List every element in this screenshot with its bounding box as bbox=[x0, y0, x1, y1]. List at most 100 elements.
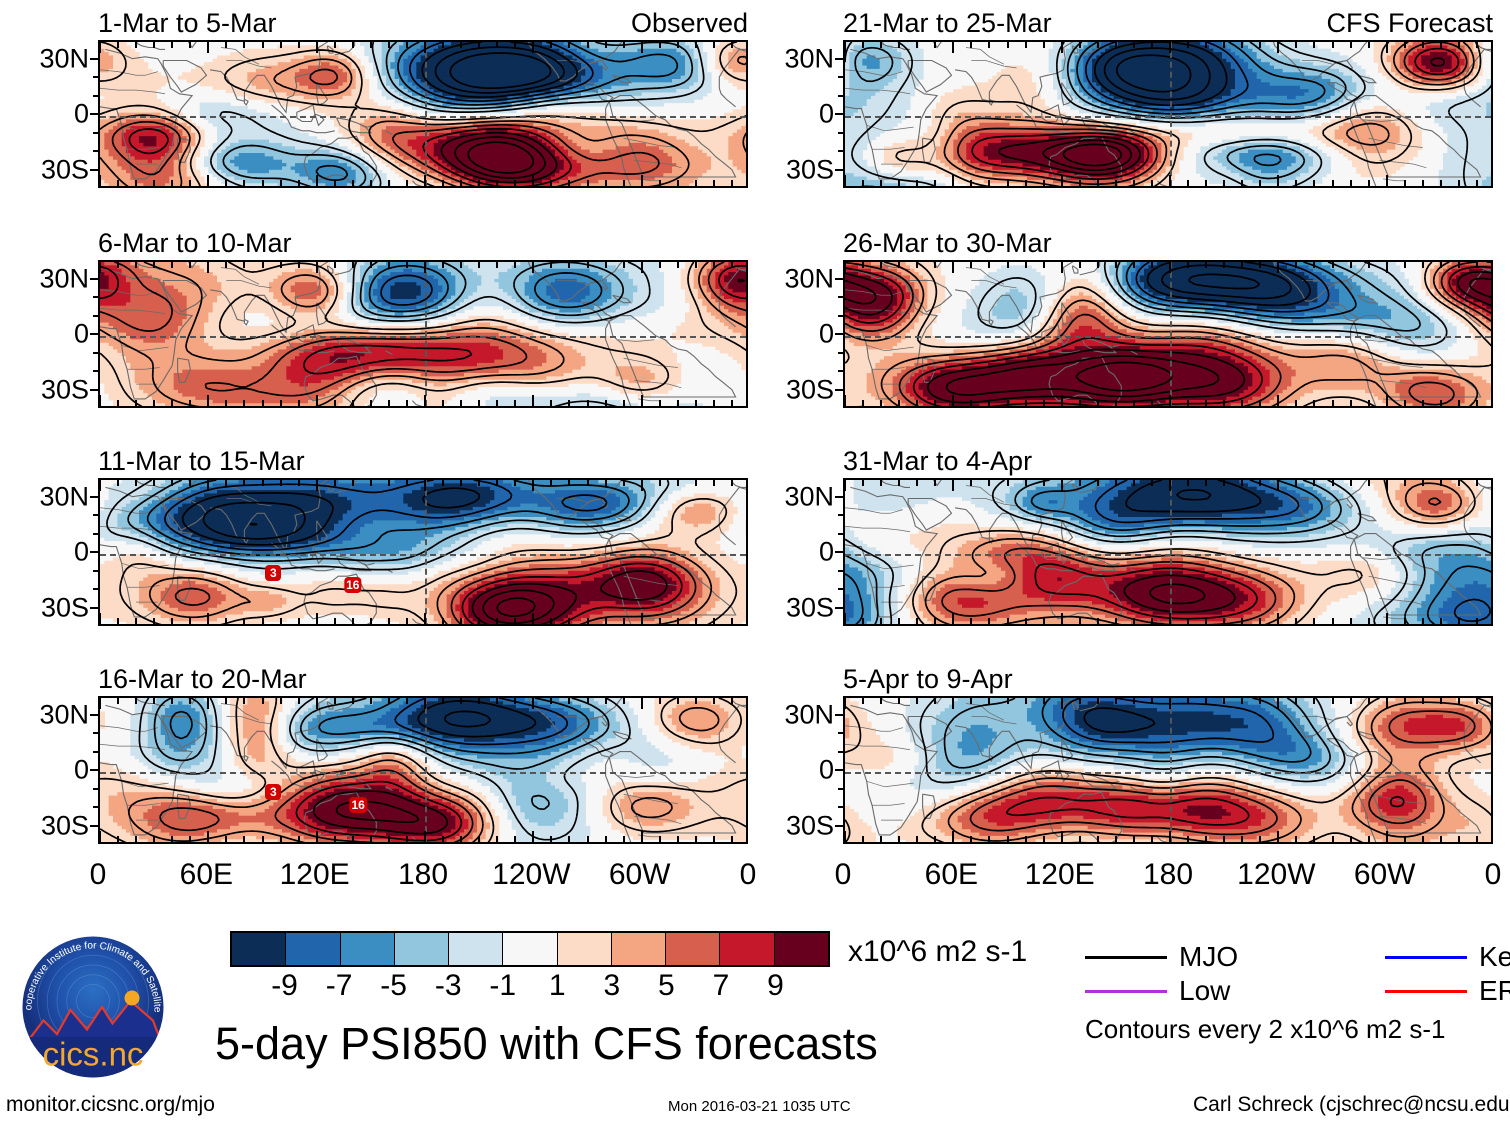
colorbar-segment bbox=[340, 933, 395, 965]
x-tick-minor bbox=[970, 180, 973, 186]
x-tick-major bbox=[952, 42, 955, 53]
x-tick-minor bbox=[1475, 180, 1478, 186]
x-tick-minor bbox=[1241, 618, 1244, 624]
x-tick-minor bbox=[586, 698, 589, 704]
x-tick-label: 60W bbox=[1353, 858, 1416, 891]
x-tick-minor bbox=[604, 480, 607, 486]
y-tick-major bbox=[90, 606, 99, 609]
x-tick-minor bbox=[694, 698, 697, 704]
x-tick-minor bbox=[351, 836, 354, 842]
x-tick-minor bbox=[880, 42, 883, 48]
x-tick-minor bbox=[1096, 400, 1099, 406]
x-tick-major bbox=[1060, 480, 1063, 491]
x-tick-minor bbox=[369, 618, 372, 624]
footer-site-url[interactable]: monitor.cicsnc.org/mjo bbox=[6, 1093, 215, 1116]
x-tick-minor bbox=[550, 480, 553, 486]
x-tick-minor bbox=[916, 262, 919, 268]
x-tick-major bbox=[532, 175, 535, 186]
x-tick-minor bbox=[1006, 400, 1009, 406]
x-tick-minor bbox=[1475, 618, 1478, 624]
x-tick-minor bbox=[1187, 262, 1190, 268]
x-tick-minor bbox=[1187, 400, 1190, 406]
y-axis-label: 30N bbox=[784, 43, 834, 73]
dateline bbox=[1170, 262, 1172, 406]
x-tick-minor bbox=[460, 180, 463, 186]
x-tick-minor bbox=[1367, 618, 1370, 624]
x-tick-minor bbox=[934, 262, 937, 268]
x-tick-minor bbox=[351, 400, 354, 406]
equator-line bbox=[845, 116, 1491, 118]
x-tick-minor bbox=[622, 836, 625, 842]
x-tick-minor bbox=[117, 180, 120, 186]
x-tick-minor bbox=[243, 180, 246, 186]
y-axis-label: 30S bbox=[40, 810, 89, 840]
x-tick-minor bbox=[189, 480, 192, 486]
y-tick-minor bbox=[838, 806, 844, 808]
x-tick-minor bbox=[730, 480, 733, 486]
x-tick-minor bbox=[442, 618, 445, 624]
x-tick-major bbox=[1060, 395, 1063, 406]
x-tick-minor bbox=[1078, 180, 1081, 186]
x-tick-major bbox=[100, 175, 101, 186]
x-tick-minor bbox=[1367, 42, 1370, 48]
x-tick-major bbox=[100, 262, 101, 273]
x-tick-minor bbox=[1313, 836, 1316, 842]
x-tick-minor bbox=[568, 42, 571, 48]
map-plot-area bbox=[843, 696, 1493, 844]
y-tick-minor bbox=[93, 732, 99, 734]
x-tick-minor bbox=[1132, 42, 1135, 48]
x-tick-minor bbox=[1223, 400, 1226, 406]
x-tick-major bbox=[1169, 175, 1171, 186]
x-tick-major bbox=[424, 42, 426, 53]
x-tick-minor bbox=[730, 400, 733, 406]
x-tick-minor bbox=[442, 400, 445, 406]
x-tick-minor bbox=[862, 836, 865, 842]
x-tick-minor bbox=[1331, 698, 1334, 704]
map-field bbox=[100, 480, 746, 624]
x-tick-minor bbox=[261, 836, 264, 842]
x-tick-minor bbox=[1259, 180, 1262, 186]
colorbar-tick-label: 1 bbox=[548, 969, 566, 1002]
x-tick-minor bbox=[1187, 180, 1190, 186]
x-tick-minor bbox=[658, 42, 661, 48]
x-tick-minor bbox=[1205, 180, 1208, 186]
x-tick-minor bbox=[243, 42, 246, 48]
x-tick-minor bbox=[1421, 836, 1424, 842]
colorbar-segment bbox=[774, 933, 828, 965]
equator-line bbox=[845, 336, 1491, 338]
panel-5-apr-to-9-apr: 5-Apr to 9-Apr 30N 0 30S bbox=[784, 664, 1493, 844]
x-tick-minor bbox=[1024, 698, 1027, 704]
x-tick-major bbox=[952, 395, 955, 406]
x-tick-minor bbox=[1205, 400, 1208, 406]
x-tick-minor bbox=[1223, 42, 1226, 48]
y-tick-major bbox=[835, 333, 844, 335]
x-tick-minor bbox=[442, 180, 445, 186]
x-tick-minor bbox=[387, 180, 390, 186]
x-axis-labels: 0 60E 120E 180 120W 60W 0 bbox=[835, 858, 1502, 894]
x-tick-minor bbox=[478, 618, 481, 624]
x-tick-label: 0 bbox=[739, 858, 757, 891]
x-tick-minor bbox=[225, 180, 228, 186]
x-tick-minor bbox=[568, 180, 571, 186]
x-tick-minor bbox=[658, 180, 661, 186]
x-tick-minor bbox=[171, 400, 174, 406]
x-tick-minor bbox=[333, 180, 336, 186]
colorbar-segment bbox=[611, 933, 667, 965]
x-tick-minor bbox=[916, 618, 919, 624]
x-tick-major bbox=[207, 613, 210, 624]
x-tick-minor bbox=[862, 480, 865, 486]
colorbar-segment bbox=[720, 933, 775, 965]
x-tick-minor bbox=[1024, 400, 1027, 406]
panel-title: 5-Apr to 9-Apr bbox=[843, 664, 1013, 694]
x-tick-major bbox=[1277, 480, 1280, 491]
equator-line bbox=[100, 772, 746, 774]
x-tick-minor bbox=[1331, 400, 1334, 406]
x-tick-minor bbox=[405, 180, 408, 186]
x-tick-label: 0 bbox=[1484, 858, 1502, 891]
x-tick-minor bbox=[898, 698, 901, 704]
x-tick-minor bbox=[261, 618, 264, 624]
x-tick-minor bbox=[442, 480, 445, 486]
x-tick-minor bbox=[1313, 618, 1316, 624]
x-tick-minor bbox=[1421, 618, 1424, 624]
